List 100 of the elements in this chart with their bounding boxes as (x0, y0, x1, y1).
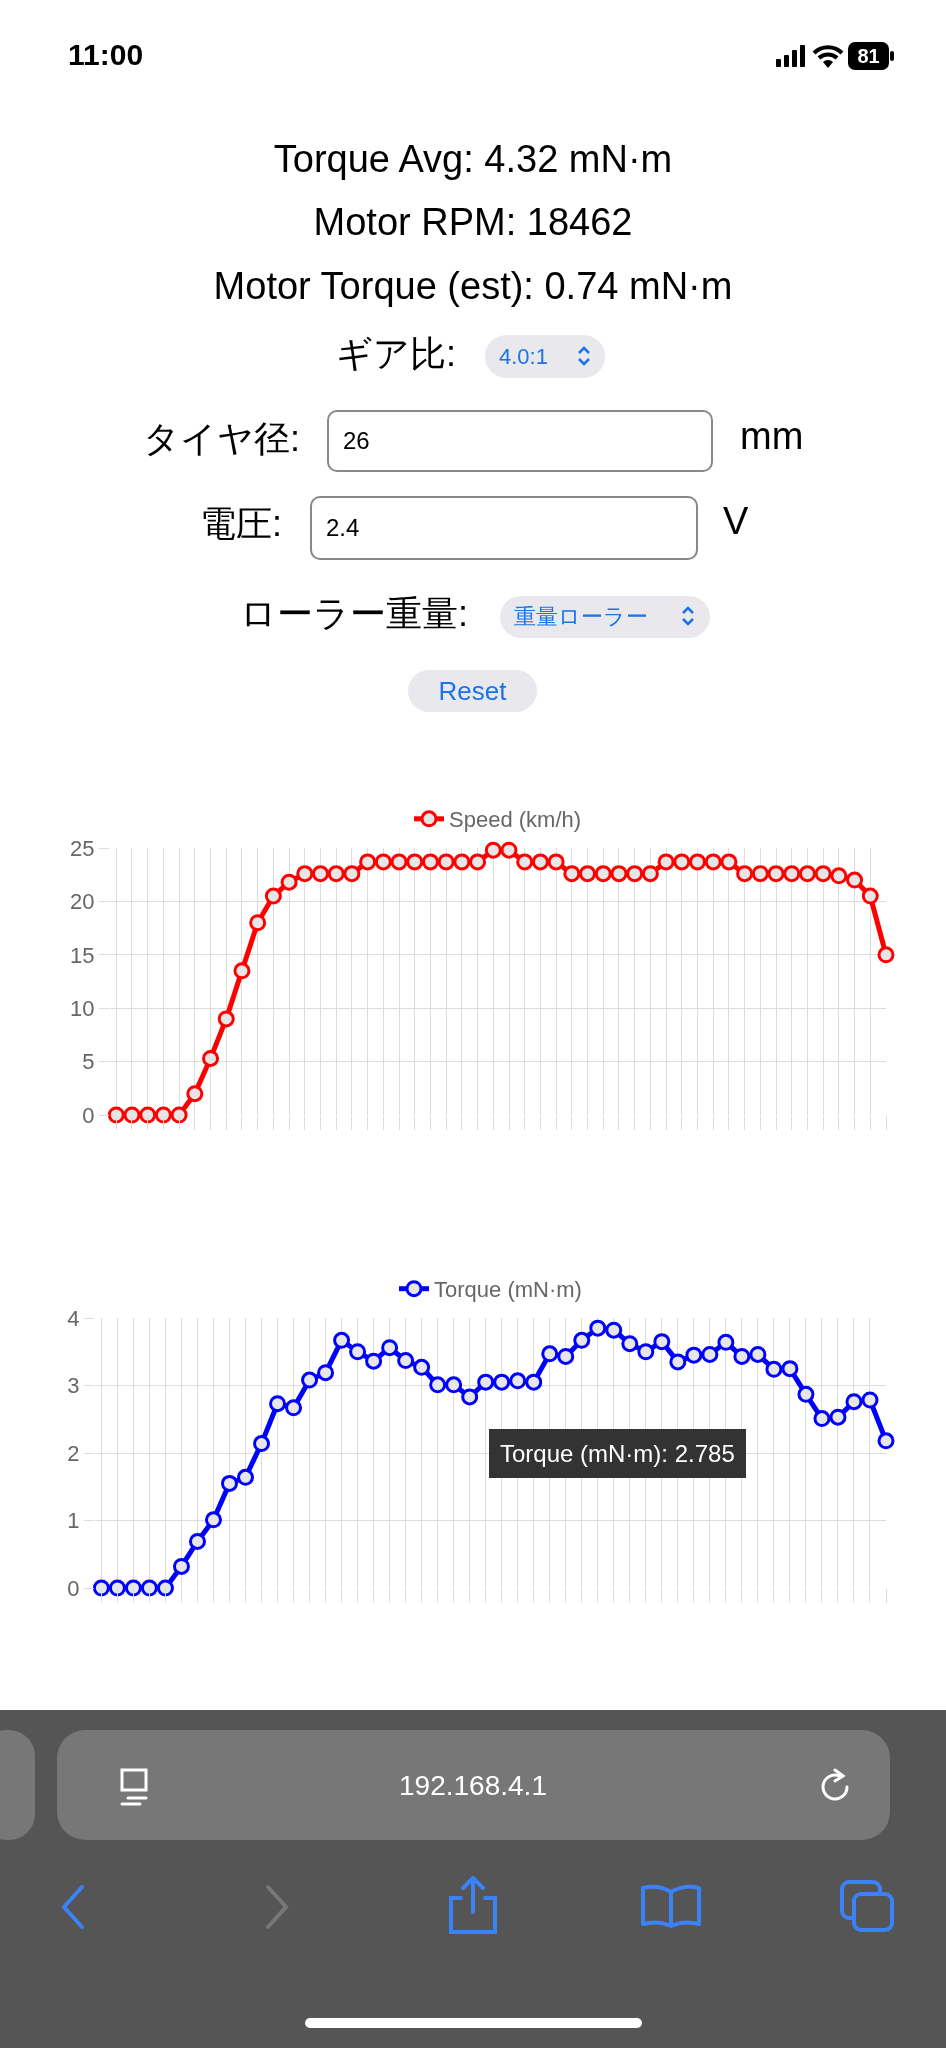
point (445, 1376, 463, 1394)
point (861, 1391, 879, 1409)
point (253, 1435, 271, 1453)
point (123, 1106, 141, 1124)
point (269, 1395, 287, 1413)
point (437, 853, 455, 871)
point (317, 1364, 335, 1382)
point (525, 1373, 543, 1391)
text: 11:00 (68, 38, 144, 72)
point (704, 853, 722, 871)
point (509, 1372, 527, 1390)
y-tick-label: 0 (82, 1102, 95, 1128)
point (829, 1408, 847, 1426)
point (264, 887, 282, 905)
point (140, 1579, 158, 1597)
text: ギア比: (335, 332, 456, 376)
point (249, 914, 267, 932)
point (689, 853, 706, 871)
point (541, 1345, 559, 1363)
point (579, 865, 597, 883)
point (641, 865, 659, 883)
point (349, 1343, 367, 1361)
y-tick-label: 0 (67, 1575, 80, 1601)
point (797, 1385, 815, 1403)
point (877, 946, 895, 964)
point (563, 865, 581, 883)
point (653, 1333, 671, 1351)
y-tick-label: 3 (67, 1373, 80, 1399)
point (285, 1399, 303, 1417)
point (813, 1410, 831, 1428)
point (92, 1579, 110, 1597)
point (374, 853, 392, 871)
point (413, 1358, 431, 1376)
point (621, 1335, 639, 1353)
point (605, 1321, 623, 1339)
y-tick-label: 4 (67, 1305, 80, 1331)
annotation: Torque (mN·m): 2.785 (500, 1440, 735, 1467)
y-tick-label: 5 (82, 1049, 95, 1075)
y-tick-label: 1 (67, 1508, 80, 1534)
point (798, 865, 816, 883)
point (429, 1376, 447, 1394)
point (594, 865, 612, 883)
point (733, 1347, 751, 1365)
point (500, 841, 518, 859)
point (296, 865, 314, 883)
point (557, 1347, 575, 1365)
point (531, 853, 549, 871)
text: 192.168.4.1 (398, 1770, 548, 1802)
point (493, 1373, 511, 1391)
point (381, 1339, 399, 1357)
point (477, 1373, 495, 1391)
point (124, 1579, 142, 1597)
point (170, 1106, 188, 1124)
text: 4.0:1 (485, 335, 605, 378)
point (657, 853, 675, 871)
point (365, 1352, 383, 1370)
point (516, 853, 534, 871)
point (736, 865, 754, 883)
point (453, 853, 471, 871)
point (359, 853, 377, 871)
point (233, 962, 251, 980)
legend-label: Speed (km/h) (449, 807, 582, 833)
point (301, 1371, 319, 1389)
point (685, 1346, 703, 1364)
point (406, 853, 424, 871)
point (830, 867, 848, 885)
text: ローラー重量: (239, 592, 468, 636)
point (877, 1432, 895, 1450)
y-tick-label: 25 (70, 835, 95, 861)
point (861, 887, 879, 905)
text: V (723, 500, 749, 543)
point (767, 865, 785, 883)
point (108, 1579, 126, 1597)
point (814, 865, 832, 883)
text: Reset (408, 670, 537, 712)
point (217, 1010, 235, 1028)
point (221, 1474, 238, 1492)
point (717, 1333, 735, 1351)
point (749, 1345, 767, 1363)
point (610, 865, 628, 883)
point (390, 853, 408, 871)
y-tick-label: 2 (67, 1440, 80, 1466)
point (673, 853, 691, 871)
text: Motor RPM: 18462 (312, 201, 634, 244)
text: 電圧: (199, 502, 282, 546)
point (205, 1511, 222, 1529)
point (845, 1393, 863, 1411)
y-tick-label: 20 (70, 889, 95, 915)
point (202, 1049, 220, 1067)
point (469, 853, 487, 871)
point (237, 1468, 255, 1486)
point (461, 1388, 479, 1406)
text: Torque Avg: 4.32 mN·m (272, 138, 674, 181)
point (765, 1360, 783, 1378)
point (701, 1345, 719, 1363)
point (626, 865, 644, 883)
text: タイヤ径: (142, 417, 300, 461)
text: 重量ローラー (500, 596, 710, 638)
point (343, 865, 361, 883)
point (669, 1353, 687, 1371)
